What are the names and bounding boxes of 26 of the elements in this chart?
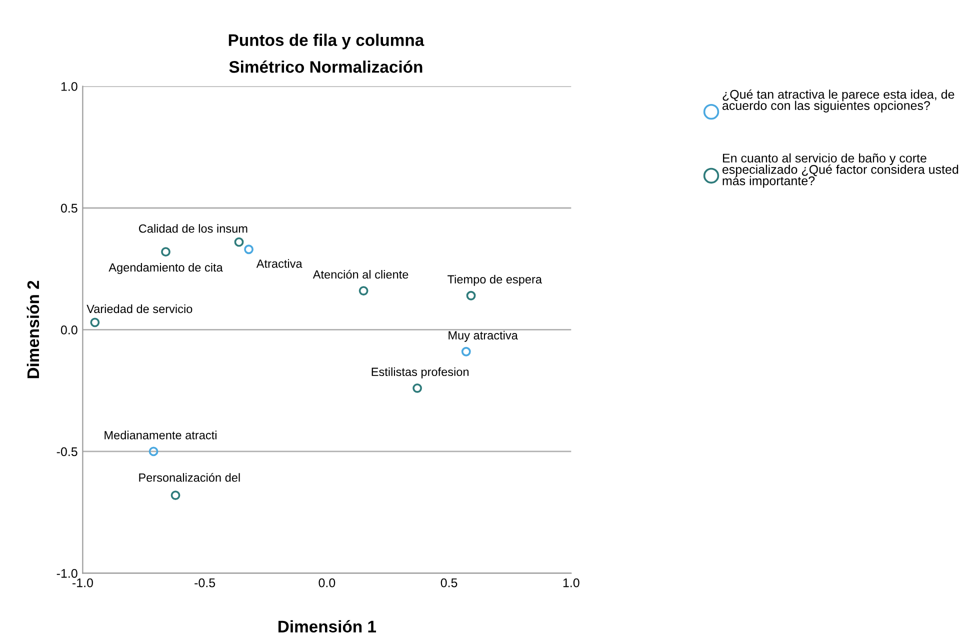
x-tick-label: -1.0 (72, 578, 93, 588)
y-tick-label: -1.0 (56, 568, 78, 578)
annotation: Atención al cliente (312, 270, 408, 279)
x-tick-label: 0.5 (440, 578, 458, 588)
annotation: Calidad de los insum (138, 224, 248, 233)
legend-label: En cuanto al servicio de baño y corte especializado ¿Qué factor considera usted más importante? (722, 153, 958, 188)
annotation: Estilistas profesion (372, 367, 469, 378)
text: ¿Qué tan atractiva le parece esta idea, de acuerdo con las siguientes opciones? (722, 89, 954, 112)
annotation: Agendamiento de cita (108, 262, 223, 274)
annotation: Medianamente atracti (104, 430, 216, 440)
chart-title: Puntos de fila y columna (228, 34, 424, 50)
x-tick-label: 1.0 (563, 578, 580, 588)
annotation: Personalización del (139, 472, 240, 482)
annotation: Tiempo de espera (448, 274, 542, 286)
chart-subtitle: Simétrico Normalización (229, 60, 422, 73)
y-tick-label: -0.5 (56, 447, 78, 456)
annotation: Atractiva (256, 259, 302, 268)
annotation: Muy atractiva (448, 330, 518, 342)
x-tick-label: 0.0 (318, 578, 336, 588)
y-tick-label: 0.0 (60, 326, 78, 334)
annotation: Variedad de servicio (86, 304, 192, 314)
x-axis-title: Dimensión 1 (278, 620, 376, 632)
y-axis-title: Dimensión 2 (26, 280, 40, 378)
y-tick-label: 1.0 (61, 82, 78, 91)
x-tick-label: -0.5 (194, 578, 216, 588)
y-tick-label: 0.5 (60, 204, 78, 213)
